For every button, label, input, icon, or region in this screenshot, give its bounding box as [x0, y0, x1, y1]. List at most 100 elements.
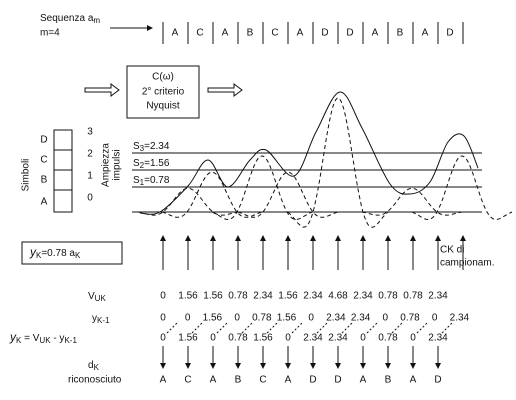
threshold-name: S	[133, 141, 140, 152]
v-value: 2.34	[428, 291, 448, 302]
arrow	[207, 83, 243, 97]
threshold-sub: 2	[140, 161, 145, 170]
threshold-value: =1.56	[144, 158, 170, 169]
yprev-value: 2.34	[450, 313, 470, 324]
v-value: 0.78	[378, 291, 398, 302]
symbol-label: C	[40, 155, 47, 166]
amplitude-label: 0	[87, 193, 93, 204]
amplitude-label: 2	[87, 149, 93, 160]
v-value: 1.56	[178, 291, 198, 302]
sequence-symbol: A	[172, 28, 179, 39]
threshold-sub: 1	[140, 178, 145, 187]
yk-value: 0.78	[378, 333, 398, 344]
yk-value: 2.34	[303, 333, 323, 344]
d-value: B	[385, 375, 392, 386]
v-value: 0.78	[403, 291, 423, 302]
pulse	[411, 155, 513, 220]
yk-value: 1.56	[253, 333, 273, 344]
row-label: yK = VUK - yK-1	[9, 330, 77, 345]
yprev-value: 0	[234, 313, 240, 324]
sequence-symbol: D	[321, 28, 328, 39]
diagonal-arrow	[216, 322, 228, 334]
sampling-label: CK di	[440, 245, 464, 256]
pulse	[287, 97, 389, 228]
filter-label: C(ω)	[152, 72, 174, 83]
diagonal-arrow	[341, 322, 353, 334]
yk-value: 2.34	[428, 333, 448, 344]
pulse	[361, 187, 463, 216]
axis-label: Ampiezza	[101, 143, 112, 187]
yprev-value: 1.56	[203, 313, 223, 324]
yk-value: 0	[285, 333, 291, 344]
pulse	[211, 155, 313, 220]
yprev-value: 0	[383, 313, 389, 324]
d-value: D	[309, 375, 316, 386]
symbol-label: B	[41, 175, 48, 186]
sequence-symbol: D	[346, 28, 353, 39]
d-value: A	[160, 375, 167, 386]
v-value: 2.34	[303, 291, 323, 302]
d-value: C	[259, 375, 266, 386]
threshold-label: S3=2.34	[133, 141, 170, 153]
filter-box	[126, 65, 200, 119]
yprev-value: 0.78	[400, 313, 420, 324]
filter-label: Nyquist	[146, 101, 180, 112]
ladder	[53, 129, 73, 213]
sequence-symbol: A	[372, 28, 379, 39]
yk-value: 0	[360, 333, 366, 344]
row-label: dK	[88, 360, 100, 372]
diagonal-arrow	[316, 322, 328, 334]
yprev-value: 0.78	[252, 313, 272, 324]
diagonal-arrow	[391, 322, 403, 334]
sequence-symbol: C	[271, 28, 278, 39]
threshold-name: S	[133, 158, 140, 169]
sequence-symbol: B	[247, 28, 254, 39]
sampling-label: campionam.	[440, 258, 494, 269]
v-value: 2.34	[253, 291, 273, 302]
d-value: D	[434, 375, 441, 386]
symbol-label: A	[41, 197, 48, 208]
title: Sequenza am	[40, 13, 100, 25]
d-value: A	[360, 375, 367, 386]
threshold-name: S	[133, 175, 140, 186]
row-label: riconosciuto	[68, 375, 122, 386]
d-value: C	[184, 375, 191, 386]
diagonal-arrow	[416, 322, 428, 334]
sequence-symbol: C	[196, 28, 203, 39]
pulse	[161, 171, 263, 218]
row-label: VUK	[88, 291, 106, 303]
pulse	[237, 171, 339, 218]
d-value: A	[410, 375, 417, 386]
yk-value: 0	[210, 333, 216, 344]
axis-label: Simboli	[21, 159, 32, 192]
v-value: 4.68	[328, 291, 348, 302]
yprev-value: 2.34	[351, 313, 371, 324]
pulse	[137, 187, 239, 216]
sequence-symbol: A	[297, 28, 304, 39]
diagonal-arrow	[441, 322, 453, 334]
symbol-label: D	[40, 135, 47, 146]
d-value: B	[235, 375, 242, 386]
diagonal-arrow	[191, 322, 203, 334]
yk-value: 0	[160, 333, 166, 344]
equation-box	[21, 241, 123, 265]
threshold-sub: 3	[140, 144, 145, 153]
sequence-symbol: A	[222, 28, 229, 39]
v-value: 0.78	[228, 291, 248, 302]
sequence-symbol: A	[422, 28, 429, 39]
yprev-value: 0	[160, 313, 166, 324]
diagonal-arrow	[291, 322, 303, 334]
d-value: A	[285, 375, 292, 386]
received-signal	[139, 91, 479, 215]
rows: 0 1.56 1.56 0.78 2.34 1.56 2.34 4.68 2.34 0.78 0.7…	[160, 291, 470, 386]
diagonal-arrow	[241, 322, 253, 334]
diagonal-arrow	[266, 322, 278, 334]
v-value: 1.56	[203, 291, 223, 302]
d-value: D	[334, 375, 341, 386]
axis-label: impulsi	[112, 149, 123, 180]
row-label: yK-1	[92, 313, 110, 325]
yk-value: 1.56	[178, 333, 198, 344]
levels: D 3 C 2 B 1 A 0	[40, 127, 93, 208]
